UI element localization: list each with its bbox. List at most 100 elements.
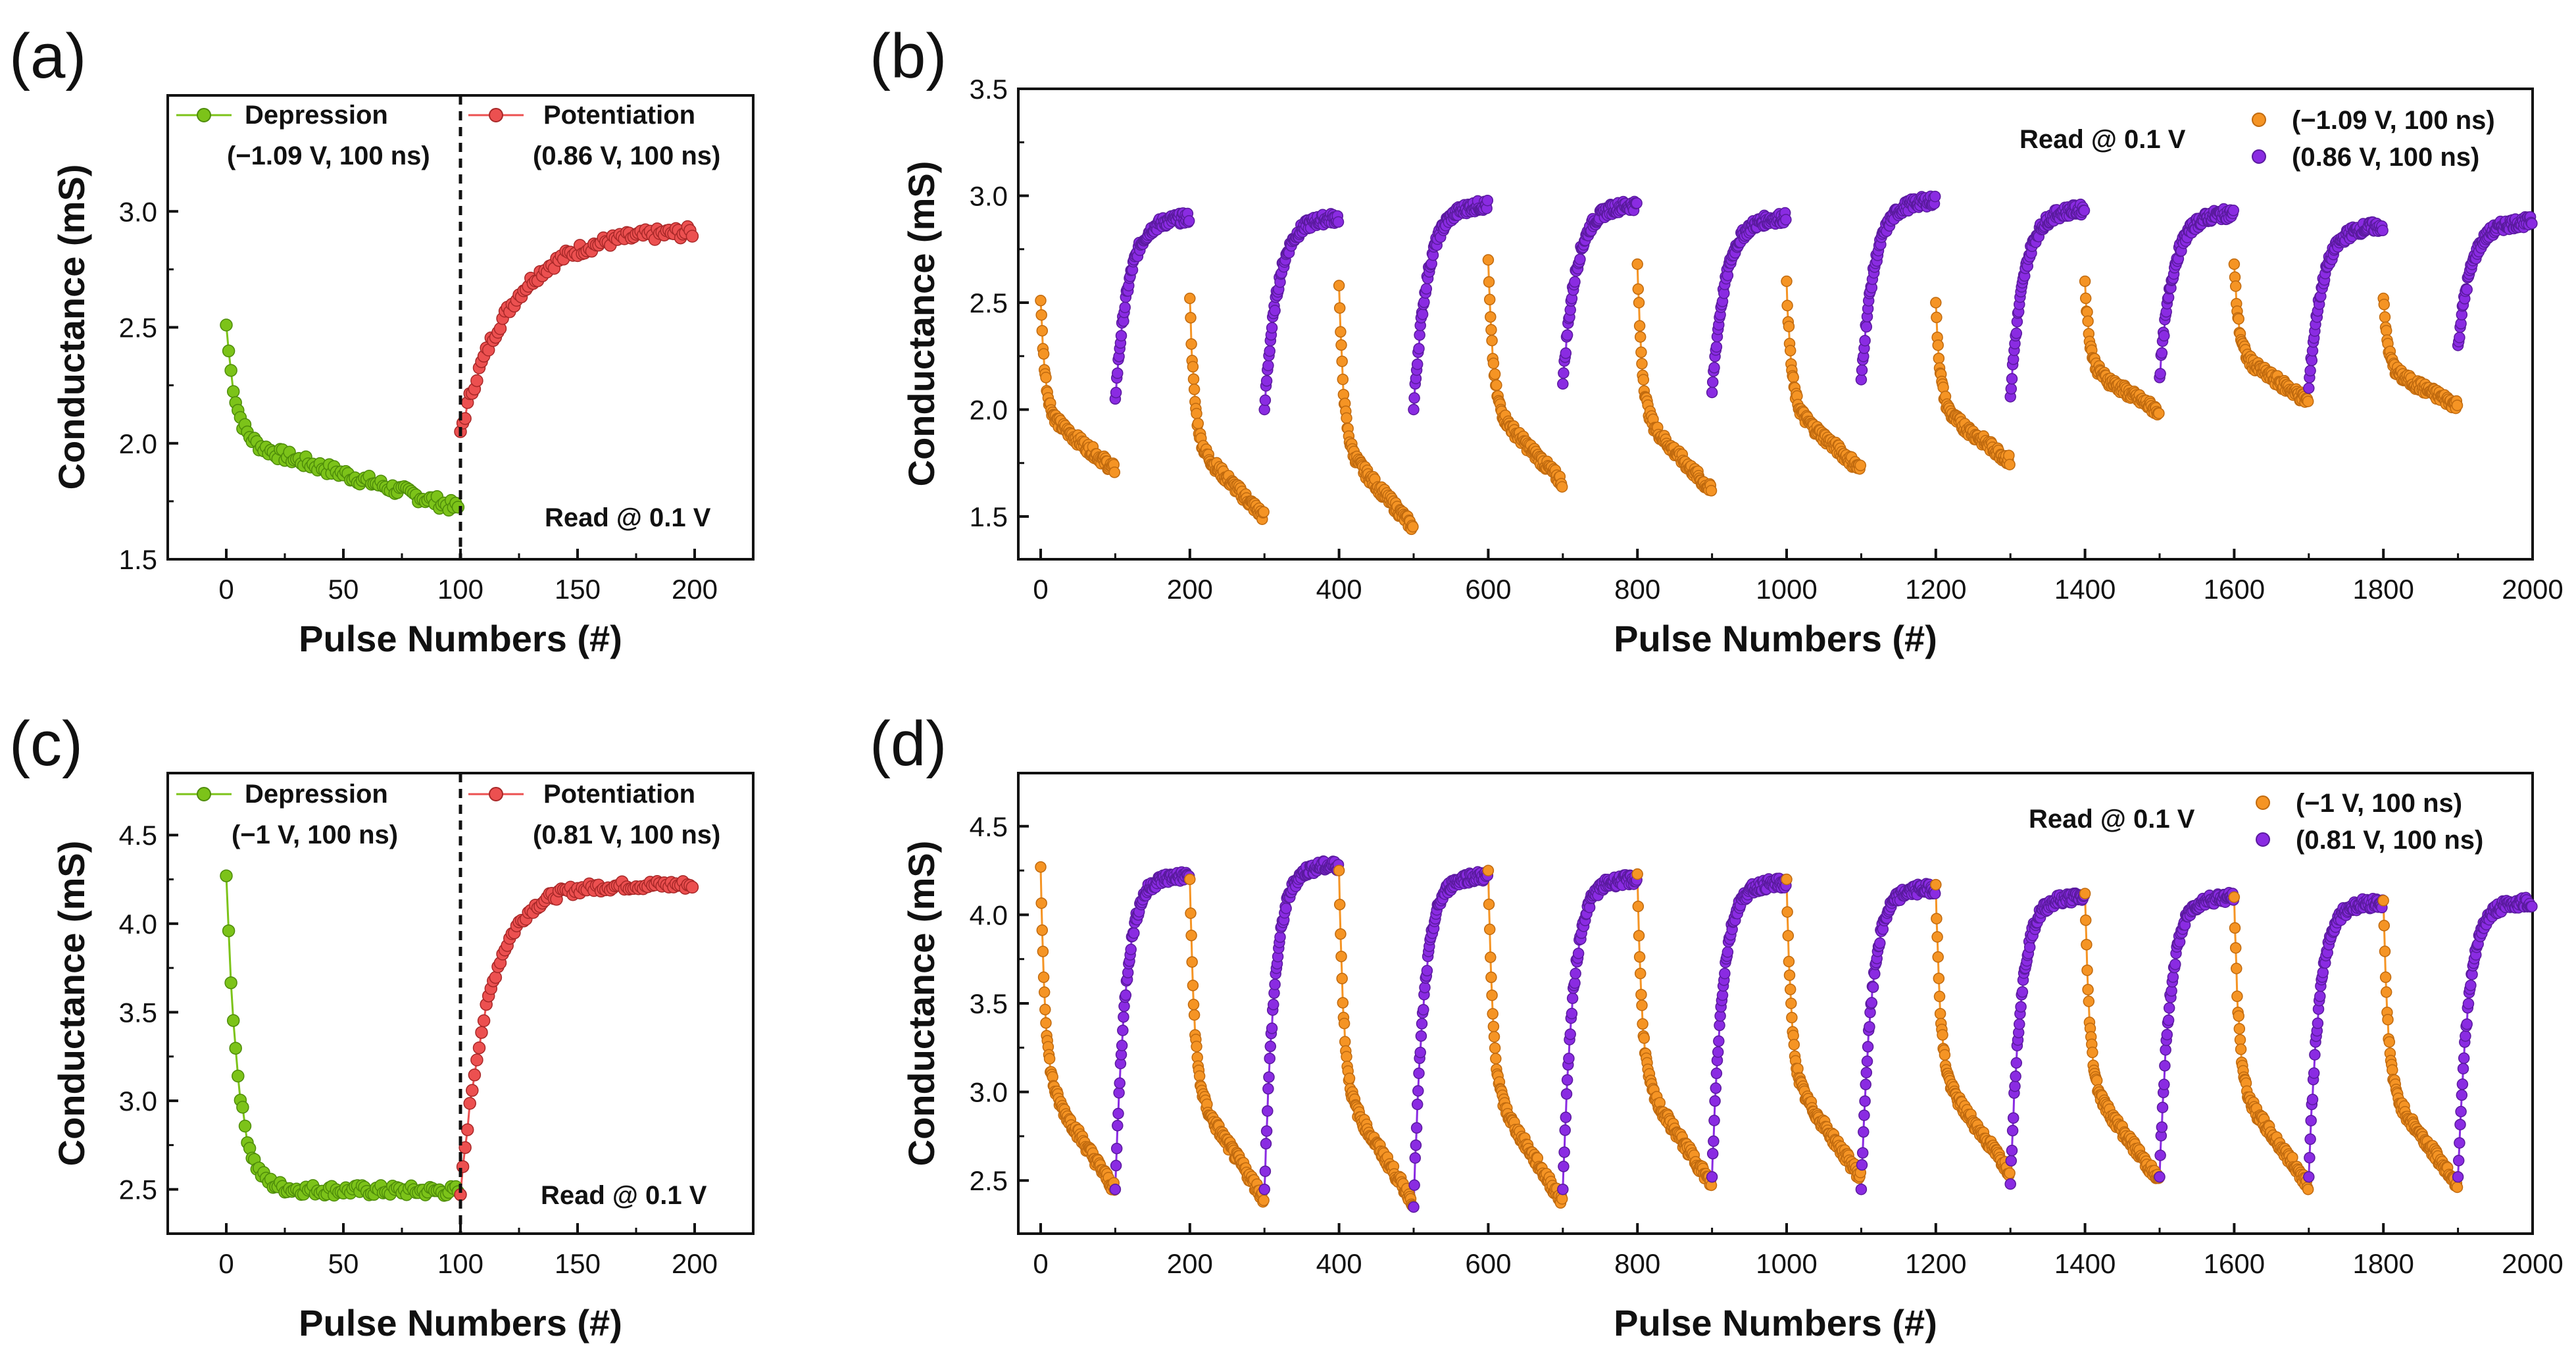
cycle-b-1-depression-point-4 xyxy=(1187,361,1199,373)
cycle-d-8-depression-point-7 xyxy=(2233,1022,2246,1035)
cycle-b-5-potentiation-point-7 xyxy=(1860,320,1873,333)
cycle-d-3-depression-point-99 xyxy=(1556,1193,1568,1205)
legend-purple-marker-d xyxy=(2256,832,2270,847)
potentiation-c-point-1 xyxy=(456,1160,470,1173)
legend-b: (−1.09 V, 100 ns) (0.86 V, 100 ns) xyxy=(2252,106,2495,172)
cycle-d-6-depression-point-9 xyxy=(1937,1029,1948,1041)
cycle-b-0-depression-point-0 xyxy=(1035,295,1047,307)
cycle-b-3-depression-point-7 xyxy=(1487,357,1500,369)
cycle-d-7-potentiation-point-8 xyxy=(2160,1044,2171,1056)
cycle-d-5-potentiation-point-6 xyxy=(1860,1078,1871,1091)
cycle-d-9-potentiation-point-4 xyxy=(2455,1105,2467,1118)
y-tick-label-a-0: 1.5 xyxy=(119,544,157,575)
cycle-d-9-potentiation-point-6 xyxy=(2456,1078,2469,1090)
cycle-d-8-potentiation-point-1 xyxy=(2304,1151,2316,1164)
cycle-d-7-depression-point-5 xyxy=(2083,995,2095,1007)
cycle-d-4-potentiation-point-2 xyxy=(1708,1135,1720,1147)
potentiation-c-point-8 xyxy=(472,1041,486,1055)
cycle-d-3-potentiation-point-2 xyxy=(1558,1146,1570,1158)
cycle-d-4-depression-point-1 xyxy=(1632,900,1645,913)
cycle-b-2-depression-point-5 xyxy=(1337,373,1349,386)
cycle-d-4-depression-point-4 xyxy=(1634,967,1647,980)
cycle-b-4-depression-point-99 xyxy=(1705,485,1718,497)
potentiation-c-point-15 xyxy=(489,970,503,984)
cycle-b-4-depression-point-3 xyxy=(1633,320,1646,332)
cycle-d-1-potentiation-point-14 xyxy=(1269,978,1281,990)
cycle-d-5-potentiation-point-25 xyxy=(1874,937,1886,949)
cycle-d-0-depression-point-12 xyxy=(1043,1053,1056,1065)
x-tick-label-c-4: 200 xyxy=(672,1248,718,1279)
cycle-d-9-potentiation-point-10 xyxy=(2460,1030,2471,1042)
cycle-d-6-potentiation-point-8 xyxy=(2010,1057,2023,1069)
cycle-d-4-potentiation-point-10 xyxy=(1714,1019,1725,1032)
cycle-b-4-potentiation-point-99 xyxy=(1780,214,1792,226)
cycle-d-0-potentiation-point-0 xyxy=(1109,1183,1122,1195)
potentiation-c-point-6 xyxy=(468,1069,482,1082)
depression-c-point-3 xyxy=(226,1014,240,1027)
cycle-b-3-depression-point-9 xyxy=(1489,368,1501,380)
cycle-d-1-depression-point-6 xyxy=(1188,1009,1201,1021)
cycle-b-6-potentiation-point-8 xyxy=(2010,327,2023,340)
x-tick-label-a-4: 200 xyxy=(672,574,718,605)
cycle-b-0-potentiation-point-8 xyxy=(1115,330,1127,341)
cycle-b-2-depression-point-2 xyxy=(1335,326,1347,338)
cycle-d-7-potentiation-point-12 xyxy=(2162,1014,2175,1026)
depression-c-point-5 xyxy=(232,1069,245,1083)
cycle-d-4-potentiation-point-17 xyxy=(1719,967,1731,980)
cycle-d-8-depression-point-3 xyxy=(2231,963,2242,974)
cycle-d-2-depression-point-14 xyxy=(1343,1072,1356,1084)
cycle-d-8-potentiation-point-3 xyxy=(2305,1115,2317,1126)
cycle-d-2-depression-point-10 xyxy=(1341,1051,1352,1063)
cycle-d-4-potentiation-point-9 xyxy=(1713,1035,1725,1047)
legend-c: Depression (−1 V, 100 ns) Potentiation (… xyxy=(176,780,720,849)
cycle-d-3-potentiation-point-6 xyxy=(1561,1074,1573,1086)
cycle-b-2-depression-point-1 xyxy=(1333,302,1346,314)
legend-orange-label-b: (−1.09 V, 100 ns) xyxy=(2292,106,2495,135)
cycle-d-9-potentiation-point-14 xyxy=(2462,997,2475,1010)
y-tick-label-c-4: 4.5 xyxy=(119,820,157,851)
cycle-d-8-potentiation-point-12 xyxy=(2312,1017,2324,1030)
cycle-d-0-potentiation-point-14 xyxy=(1120,989,1132,1001)
cycle-d-5-depression-point-7 xyxy=(1786,1011,1798,1024)
cycle-d-3-depression-point-9 xyxy=(1489,1042,1501,1054)
cycle-b-2-potentiation-point-8 xyxy=(1414,329,1425,341)
cycle-d-0-depression-point-2 xyxy=(1036,924,1049,936)
potentiation-c-point-3 xyxy=(460,1123,474,1136)
cycle-d-0-potentiation-point-6 xyxy=(1114,1077,1126,1090)
cycle-d-3-potentiation-point-3 xyxy=(1559,1124,1571,1136)
cycle-d-1-depression-point-4 xyxy=(1187,980,1199,992)
x-tick-label-d-5: 1000 xyxy=(1756,1248,1817,1279)
cycle-b-7-depression-point-99 xyxy=(2153,407,2165,419)
cycle-d-7-potentiation-point-4 xyxy=(2156,1101,2169,1113)
cycle-b-6-potentiation-point-1 xyxy=(2005,383,2018,395)
cycle-d-7-depression-point-3 xyxy=(2081,964,2093,976)
legend-depression-params-a: (−1.09 V, 100 ns) xyxy=(227,141,430,170)
cycle-b-3-potentiation-point-6 xyxy=(1561,329,1573,341)
chart-d: 0 200 400 600 800 1000 1200 1400 1600 1800 20002.5… xyxy=(901,772,2564,1344)
cycle-d-6-potentiation-point-1 xyxy=(2005,1155,2018,1167)
cycle-b-0-depression-point-2 xyxy=(1036,324,1049,337)
cycle-d-3-potentiation-point-4 xyxy=(1560,1111,1572,1123)
cycle-b-5-depression-point-99 xyxy=(1854,459,1867,472)
cycle-b-9-depression-point-99 xyxy=(2451,399,2464,411)
cycle-b-4-depression-point-2 xyxy=(1633,297,1645,309)
cycle-b-2-depression-point-0 xyxy=(1333,280,1345,291)
cycle-d-8-depression-point-0 xyxy=(2228,891,2241,903)
cycle-b-8-potentiation-point-99 xyxy=(2377,224,2389,237)
cycle-d-9-potentiation-point-17 xyxy=(2465,979,2477,992)
cycle-b-8-depression-point-0 xyxy=(2228,258,2241,270)
cycle-d-3-depression-point-10 xyxy=(1490,1053,1502,1065)
read-note-d: Read @ 0.1 V xyxy=(2029,805,2195,834)
cycle-d-3-depression-point-7 xyxy=(1487,1020,1500,1032)
x-axis-title-a: Pulse Numbers (#) xyxy=(299,618,622,659)
legend-d: (−1 V, 100 ns) (0.81 V, 100 ns) xyxy=(2256,789,2483,855)
cycle-b-2-depression-point-10 xyxy=(1341,412,1352,424)
cycle-d-0-potentiation-point-2 xyxy=(1110,1142,1123,1155)
x-tick-label-d-2: 400 xyxy=(1316,1248,1362,1279)
cycle-d-5-depression-point-10 xyxy=(1788,1038,1800,1051)
cycle-d-9-depression-point-99 xyxy=(2451,1181,2464,1194)
y-tick-label-d-1: 3.0 xyxy=(970,1077,1008,1108)
cycle-b-1-potentiation-point-14 xyxy=(1269,305,1281,316)
cycle-b-4-depression-point-5 xyxy=(1635,346,1647,359)
cycle-d-4-potentiation-point-8 xyxy=(1712,1046,1724,1058)
